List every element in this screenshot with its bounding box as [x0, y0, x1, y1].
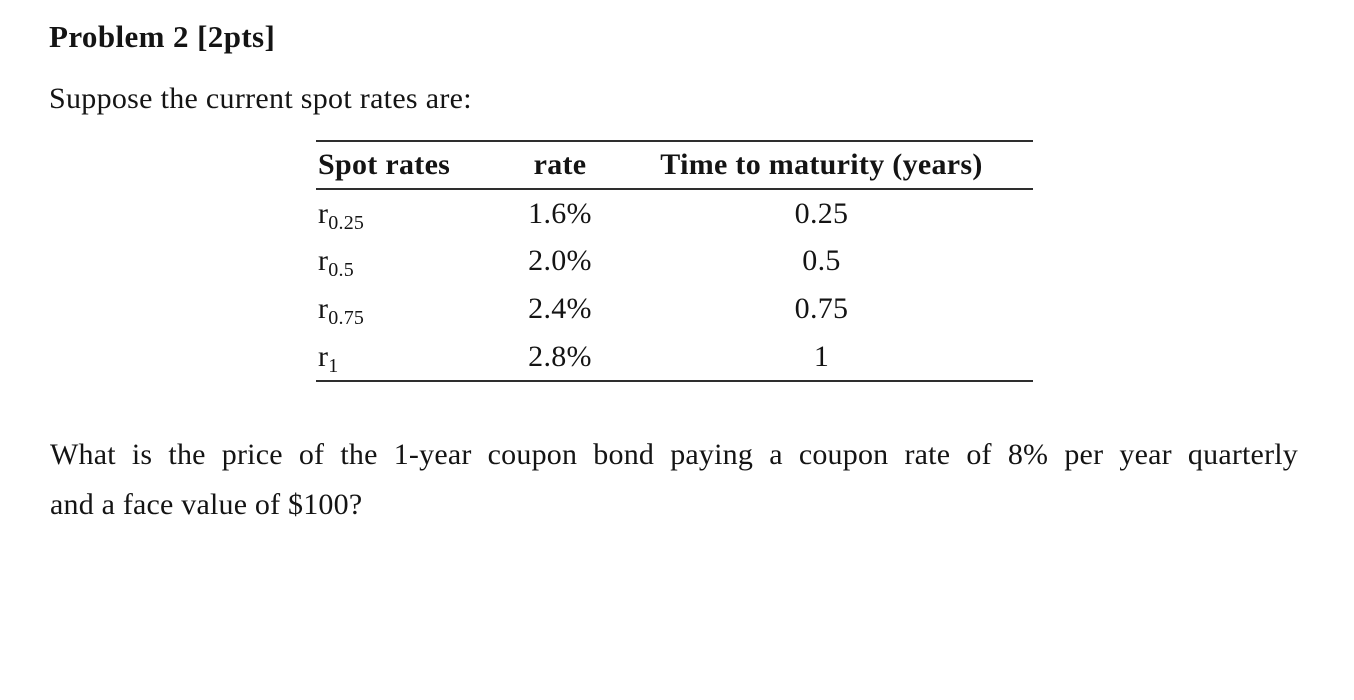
spot-rates-table-container: Spot rates rate Time to maturity (years)… — [316, 140, 1033, 382]
column-header-maturity: Time to maturity (years) — [610, 141, 1033, 190]
rate-value: 1.6% — [528, 196, 592, 230]
table-row: r1 2.8% 1 — [316, 333, 1033, 381]
table-row: r0.75 2.4% 0.75 — [316, 285, 1033, 333]
maturity-value: 0.5 — [802, 244, 841, 277]
spot-rate-symbol: r0.75 — [316, 285, 510, 333]
column-header-spot-rates: Spot rates — [316, 141, 510, 190]
symbol-base: r — [318, 292, 329, 325]
symbol-subscript: 0.75 — [328, 307, 365, 329]
column-header-rate: rate — [510, 141, 610, 190]
rate-value: 2.8% — [528, 339, 592, 373]
symbol-subscript: 0.5 — [328, 259, 354, 281]
symbol-subscript: 0.25 — [328, 211, 365, 234]
table-header-row: Spot rates rate Time to maturity (years) — [316, 141, 1033, 190]
spot-rates-table: Spot rates rate Time to maturity (years)… — [316, 140, 1033, 382]
maturity-value: 0.25 — [794, 196, 849, 230]
symbol-base: r — [318, 196, 329, 230]
symbol-subscript: 1 — [328, 354, 339, 377]
symbol-base: r — [318, 244, 329, 277]
table-row: r0.25 1.6% 0.25 — [316, 189, 1033, 237]
question-line-2: and a face value of $100? — [50, 488, 363, 521]
rate-value: 2.4% — [528, 292, 592, 325]
maturity-value: 0.75 — [794, 292, 849, 325]
intro-text: Suppose the current spot rates are: — [49, 82, 472, 115]
spot-rate-symbol: r1 — [316, 333, 510, 381]
question-line-1: What is the price of the 1-year coupon b… — [50, 438, 1298, 471]
spot-rate-symbol: r0.5 — [316, 237, 510, 285]
maturity-value: 1 — [813, 339, 830, 373]
rate-value: 2.0% — [528, 244, 592, 277]
spot-rate-symbol: r0.25 — [316, 189, 510, 237]
table-row: r0.5 2.0% 0.5 — [316, 237, 1033, 285]
question-text: What is the price of the 1-year coupon b… — [50, 430, 1298, 530]
symbol-base: r — [318, 339, 329, 373]
problem-title: Problem 2 [2pts] — [49, 19, 276, 54]
